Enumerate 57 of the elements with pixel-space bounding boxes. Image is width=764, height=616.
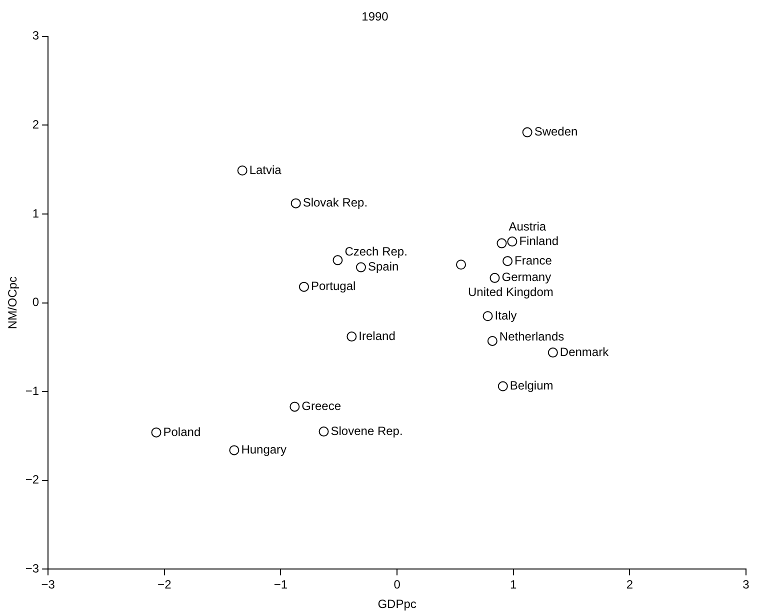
annotation: Latvia bbox=[249, 162, 282, 177]
point bbox=[490, 272, 500, 283]
annotation: Belgium bbox=[510, 378, 554, 393]
annotation: Austria bbox=[508, 220, 546, 234]
point bbox=[456, 260, 466, 270]
chart-title: 1990 bbox=[362, 10, 389, 24]
point bbox=[498, 381, 508, 392]
annotation: Finland bbox=[519, 234, 559, 248]
y-tick-label: 3 bbox=[32, 28, 40, 43]
y-tick-label: −1 bbox=[25, 384, 40, 398]
point bbox=[487, 336, 498, 346]
y-tick-label: −3 bbox=[25, 562, 40, 576]
annotation: Spain bbox=[368, 260, 399, 274]
x-tick-label: 1 bbox=[510, 578, 518, 592]
annotation: Slovak Rep. bbox=[302, 196, 368, 210]
point bbox=[332, 255, 343, 266]
annotation: France bbox=[514, 253, 552, 268]
x-tick-label: 2 bbox=[626, 578, 634, 592]
x-tick-label: −2 bbox=[158, 578, 172, 592]
annotation: Greece bbox=[302, 399, 342, 414]
y-axis-title: NM/OCpc bbox=[6, 276, 20, 330]
annotation: United Kingdom bbox=[468, 284, 554, 299]
annotation: Netherlands bbox=[499, 329, 564, 344]
point bbox=[290, 198, 301, 208]
y-tick-label: −2 bbox=[25, 472, 40, 487]
annotation: Hungary bbox=[241, 442, 287, 457]
x-tick-label: −3 bbox=[41, 578, 56, 592]
point bbox=[502, 256, 513, 266]
x-tick-label: 3 bbox=[742, 578, 750, 592]
y-tick-label: 1 bbox=[32, 206, 40, 220]
point bbox=[237, 165, 248, 176]
annotation: Sweden bbox=[534, 124, 578, 139]
y-tick-label: 0 bbox=[32, 295, 40, 310]
annotation: Slovene Rep. bbox=[330, 424, 403, 438]
annotation: Poland bbox=[163, 424, 201, 439]
annotation: Portugal bbox=[310, 279, 356, 294]
annotation: Italy bbox=[494, 308, 517, 322]
annotation: Denmark bbox=[560, 344, 610, 359]
point bbox=[290, 402, 300, 412]
annotation: Germany bbox=[502, 270, 552, 284]
annotation: Ireland bbox=[358, 328, 396, 343]
x-tick-label: −1 bbox=[274, 578, 288, 592]
point bbox=[151, 427, 162, 438]
point bbox=[548, 348, 558, 358]
point bbox=[356, 262, 366, 272]
point bbox=[229, 445, 240, 456]
x-tick-label: 0 bbox=[394, 578, 401, 592]
point bbox=[507, 236, 518, 247]
y-tick-label: 2 bbox=[32, 118, 40, 132]
point bbox=[346, 332, 357, 342]
point bbox=[496, 238, 507, 248]
point bbox=[482, 311, 493, 322]
point bbox=[522, 127, 532, 138]
x-axis-title: GDPpc bbox=[378, 597, 416, 612]
annotation: Czech Rep. bbox=[344, 244, 408, 258]
point bbox=[318, 426, 329, 437]
point bbox=[298, 282, 309, 292]
